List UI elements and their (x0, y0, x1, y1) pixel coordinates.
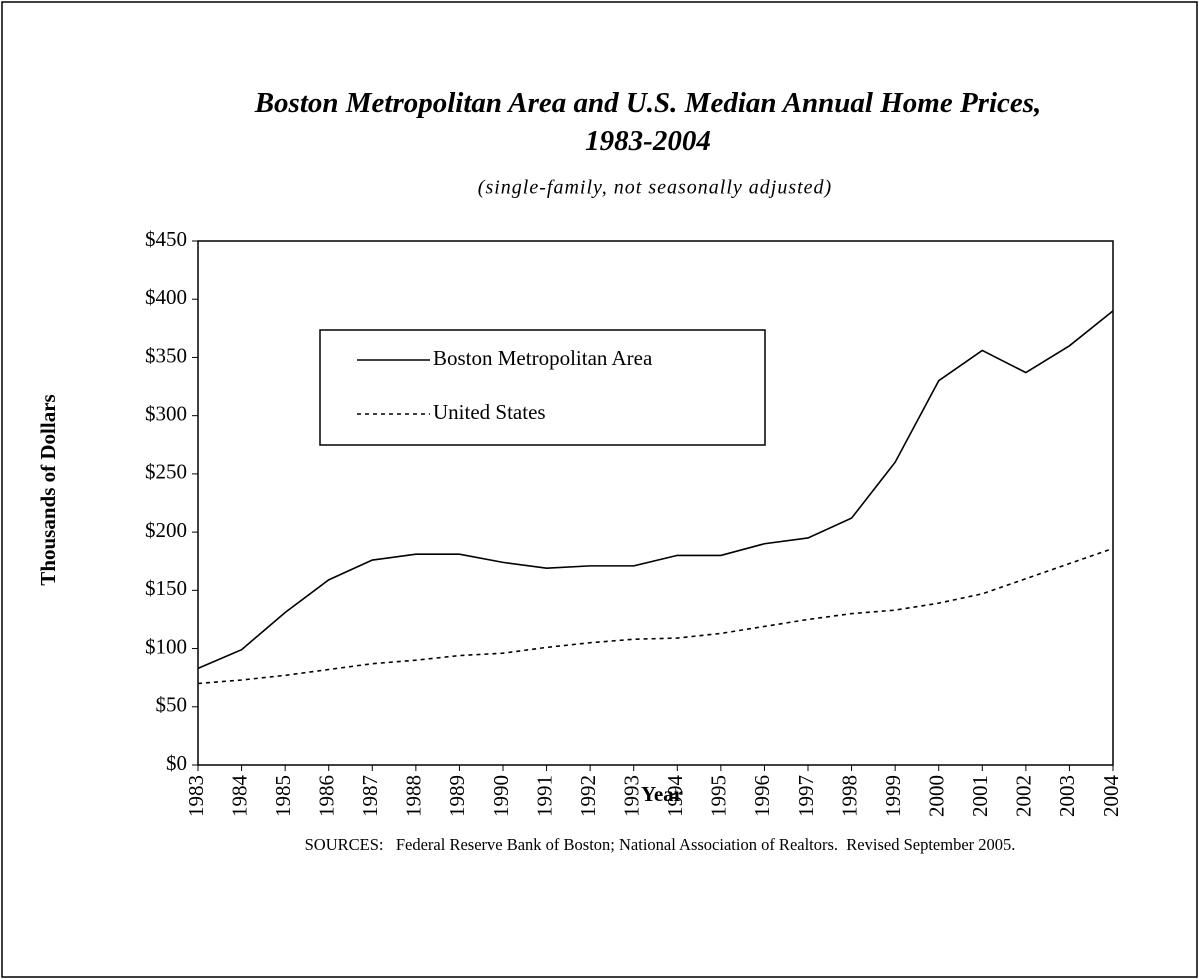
y-tick-label: $300 (145, 401, 187, 425)
x-tick-label: 2004 (1099, 775, 1123, 818)
legend-label: United States (433, 400, 546, 424)
chart-subtitle: (single-family, not seasonally adjusted) (478, 177, 832, 199)
x-tick-label: 1984 (227, 775, 251, 818)
x-axis-label: Year (641, 782, 683, 806)
x-tick-label: 1987 (358, 775, 382, 817)
x-tick-label: 1999 (881, 775, 905, 817)
x-tick-label: 1996 (750, 775, 774, 817)
plot-area (197, 240, 1114, 766)
legend-label: Boston Metropolitan Area (433, 346, 653, 370)
y-tick-label: $50 (156, 693, 188, 717)
x-tick-label: 1986 (315, 775, 339, 817)
y-tick-label: $400 (145, 285, 187, 309)
x-tick-label: 1988 (402, 775, 426, 817)
y-tick-label: $250 (145, 460, 187, 484)
series-line (197, 310, 1114, 670)
source-note: SOURCES: Federal Reserve Bank of Boston;… (305, 835, 1016, 854)
x-tick-label: 1995 (707, 775, 731, 817)
x-tick-label: 2001 (968, 775, 992, 817)
y-tick-label: $150 (145, 576, 187, 600)
chart-title: Boston Metropolitan Area and U.S. Median… (254, 87, 1042, 157)
legend-box (319, 329, 766, 446)
x-tick-label: 1994 (663, 775, 687, 818)
series-line (197, 547, 1114, 685)
x-tick-label: 1993 (620, 775, 644, 817)
y-tick-label: $0 (166, 751, 187, 775)
x-tick-label: 1997 (794, 775, 818, 817)
y-tick-label: $100 (145, 634, 187, 658)
x-tick-label: 1992 (576, 775, 600, 817)
x-tick-label: 1983 (184, 775, 208, 817)
x-tick-label: 1989 (445, 775, 469, 817)
x-tick-label: 1990 (489, 775, 513, 817)
x-tick-label: 2000 (925, 775, 949, 817)
x-tick-label: 2003 (1055, 775, 1079, 817)
x-tick-label: 2002 (1012, 775, 1036, 817)
x-tick-label: 1985 (271, 775, 295, 817)
y-tick-label: $450 (145, 227, 187, 251)
x-tick-label: 1998 (837, 775, 861, 817)
x-tick-label: 1991 (532, 775, 556, 817)
y-tick-label: $350 (145, 343, 187, 367)
y-tick-label: $200 (145, 518, 187, 542)
y-axis-label: Thousands of Dollars (36, 394, 60, 585)
